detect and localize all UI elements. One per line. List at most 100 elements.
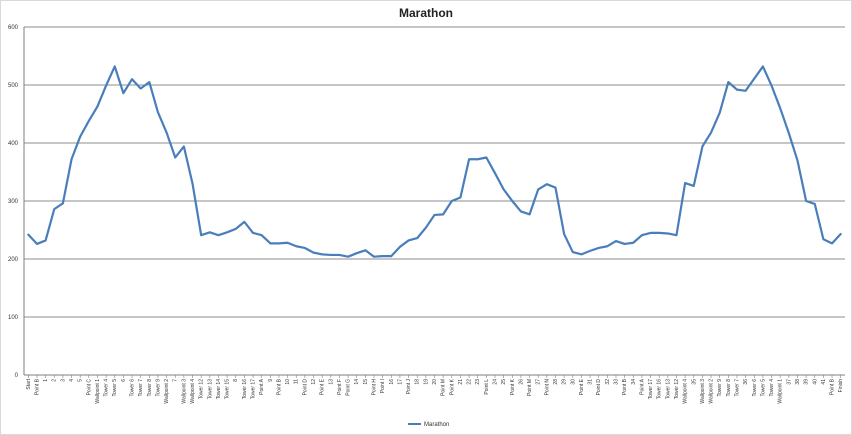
x-tick-label: 27 bbox=[536, 379, 542, 385]
data-point bbox=[269, 242, 271, 244]
data-point bbox=[122, 92, 124, 94]
data-point bbox=[88, 120, 90, 122]
data-point bbox=[96, 105, 98, 107]
data-point bbox=[399, 246, 401, 248]
x-tick-label: 26 bbox=[518, 379, 524, 385]
data-point bbox=[477, 158, 479, 160]
x-tick-label: Wallpoint 3 bbox=[181, 379, 187, 404]
data-point bbox=[70, 158, 72, 160]
x-tick-label: Point I bbox=[380, 379, 386, 393]
data-point bbox=[295, 245, 297, 247]
x-tick-label: 30 bbox=[570, 379, 576, 385]
data-point bbox=[27, 234, 29, 236]
x-tick-label: Tower 15 bbox=[225, 379, 231, 400]
x-tick-label: Point M bbox=[441, 379, 447, 396]
data-point bbox=[53, 208, 55, 210]
x-tick-label: 31 bbox=[588, 379, 594, 385]
data-point bbox=[563, 233, 565, 235]
x-tick-label: Start bbox=[26, 378, 32, 389]
data-point bbox=[606, 245, 608, 247]
data-point bbox=[693, 185, 695, 187]
data-point bbox=[226, 231, 228, 233]
data-point bbox=[546, 183, 548, 185]
data-point bbox=[364, 249, 366, 251]
x-tick-label: Wallpoint 2 bbox=[164, 379, 170, 404]
data-point bbox=[209, 231, 211, 233]
y-tick-label: 0 bbox=[15, 373, 19, 379]
data-point bbox=[131, 78, 133, 80]
x-tick-label: Point E bbox=[579, 378, 585, 395]
data-point bbox=[528, 213, 530, 215]
data-point bbox=[554, 187, 556, 189]
y-tick-label: 600 bbox=[8, 25, 19, 31]
data-point bbox=[667, 232, 669, 234]
data-point bbox=[580, 253, 582, 255]
data-point bbox=[624, 243, 626, 245]
data-point bbox=[140, 87, 142, 89]
x-tick-label: 5 bbox=[78, 379, 84, 382]
x-tick-label: Tower 8 bbox=[726, 379, 732, 397]
x-tick-label: 14 bbox=[354, 379, 360, 385]
x-tick-label: 2 bbox=[52, 379, 58, 382]
x-tick-label: Wallpoint 4 bbox=[190, 379, 196, 404]
x-tick-label: 16 bbox=[389, 379, 395, 385]
x-tick-label: 40 bbox=[812, 379, 818, 385]
data-point bbox=[736, 89, 738, 91]
y-tick-label: 100 bbox=[8, 315, 19, 321]
data-point bbox=[174, 156, 176, 158]
data-point bbox=[537, 188, 539, 190]
data-point bbox=[148, 81, 150, 83]
data-point bbox=[45, 239, 47, 241]
x-tick-label: Point B bbox=[276, 378, 282, 395]
x-tick-label: Point N bbox=[544, 379, 550, 396]
x-tick-label: 34 bbox=[631, 379, 637, 385]
x-tick-label: 12 bbox=[311, 379, 317, 385]
x-tick-label: Point L bbox=[484, 379, 490, 395]
data-point bbox=[632, 242, 634, 244]
x-tick-label: 3 bbox=[60, 379, 66, 382]
x-tick-label: Tower 4 bbox=[104, 379, 110, 397]
x-tick-label: Wallpoint 2 bbox=[709, 379, 715, 404]
data-point bbox=[278, 242, 280, 244]
data-point bbox=[407, 239, 409, 241]
x-tick-label: Tower 12 bbox=[199, 379, 205, 400]
x-tick-label: 20 bbox=[432, 379, 438, 385]
data-point bbox=[165, 131, 167, 133]
x-tick-label: Tower 9 bbox=[717, 379, 723, 397]
x-tick-label: Tower 6 bbox=[752, 379, 758, 397]
x-tick-label: Tower 6 bbox=[130, 379, 136, 397]
x-tick-label: Tower 13 bbox=[665, 379, 671, 400]
x-tick-label: 13 bbox=[328, 379, 334, 385]
data-point bbox=[796, 159, 798, 161]
x-tick-label: 10 bbox=[285, 379, 291, 385]
x-tick-label: Tower 4 bbox=[769, 379, 775, 397]
data-point bbox=[321, 253, 323, 255]
x-tick-label: Point G bbox=[346, 379, 352, 396]
chart-title: Marathon bbox=[399, 6, 453, 20]
x-tick-label: 11 bbox=[294, 379, 300, 384]
x-tick-label: Tower 5 bbox=[760, 379, 766, 397]
x-tick-label: 39 bbox=[804, 379, 810, 385]
data-point bbox=[831, 242, 833, 244]
data-point bbox=[338, 254, 340, 256]
data-point bbox=[762, 65, 764, 67]
x-tick-label: 25 bbox=[501, 379, 507, 385]
x-tick-label: Point C bbox=[86, 379, 92, 396]
x-tick-label: 19 bbox=[423, 379, 429, 385]
x-tick-label: Point F bbox=[337, 379, 343, 395]
data-point bbox=[286, 242, 288, 244]
x-tick-label: Tower 9 bbox=[155, 379, 161, 397]
x-tick-label: 24 bbox=[492, 379, 498, 385]
x-tick-label: Tower 12 bbox=[674, 379, 680, 400]
x-tick-label: 6 bbox=[121, 379, 127, 382]
data-point bbox=[217, 234, 219, 236]
x-tick-label: Wallpoint 1 bbox=[778, 379, 784, 404]
data-point bbox=[442, 213, 444, 215]
x-tick-label: Wallpoint 3 bbox=[700, 379, 706, 404]
data-point bbox=[511, 200, 513, 202]
data-point bbox=[347, 256, 349, 258]
data-point bbox=[503, 188, 505, 190]
data-point bbox=[382, 255, 384, 257]
x-tick-label: Point M bbox=[527, 379, 533, 396]
data-point bbox=[433, 214, 435, 216]
